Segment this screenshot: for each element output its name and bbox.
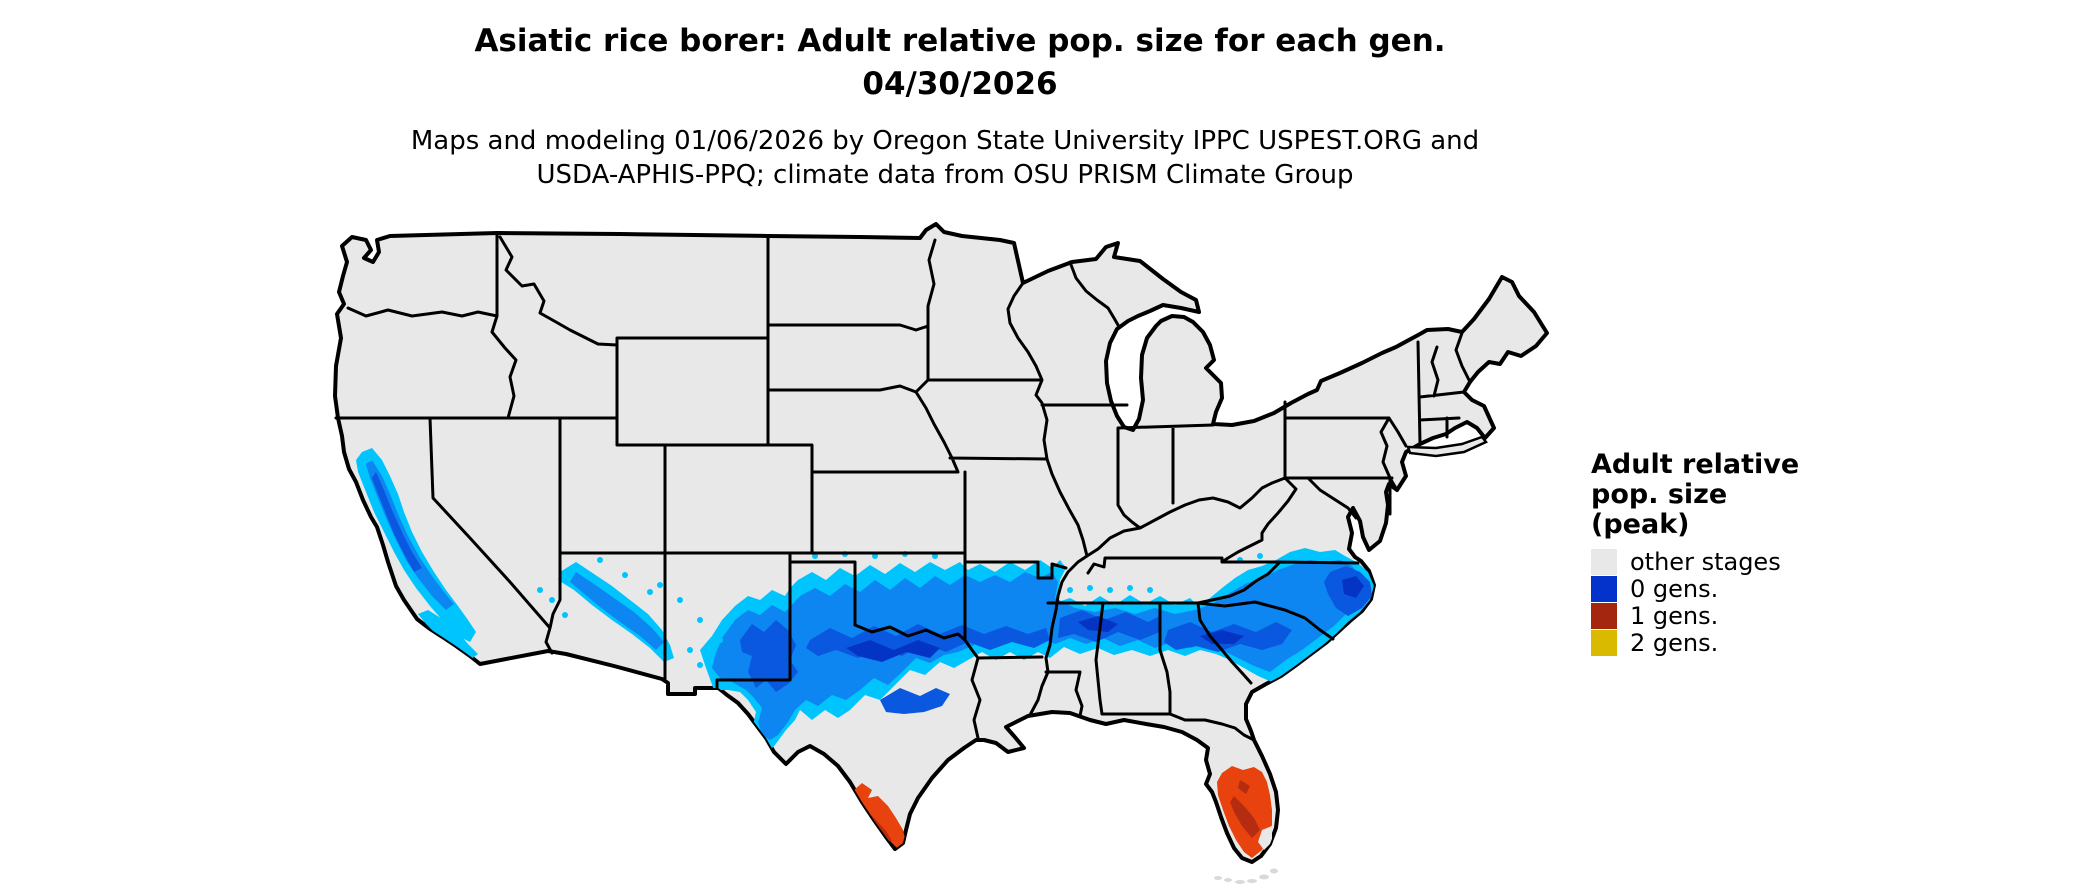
subtitle-line-1: Maps and modeling 01/06/2026 by Oregon S… [410, 126, 1480, 156]
legend: Adult relative pop. size (peak) other st… [1591, 450, 1891, 657]
subtitle-block: Maps and modeling 01/06/2026 by Oregon S… [0, 124, 1890, 192]
us-landmass [333, 222, 1549, 864]
legend-item-0-gens: 0 gens. [1591, 575, 1891, 603]
legend-label-1-gens: 1 gens. [1630, 602, 1719, 630]
state-borders [334, 231, 1472, 742]
title-block: Asiatic rice borer: Adult relative pop. … [0, 20, 1920, 106]
florida-keys [1214, 868, 1278, 884]
page-title: Asiatic rice borer: Adult relative pop. … [474, 23, 1446, 59]
legend-swatch-0-gens [1591, 576, 1617, 602]
legend-title-line-2: pop. size [1591, 479, 1728, 510]
legend-item-other-stages: other stages [1591, 548, 1891, 576]
legend-title: Adult relative pop. size (peak) [1591, 450, 1891, 540]
legend-item-1-gens: 1 gens. [1591, 602, 1891, 630]
legend-label-2-gens: 2 gens. [1630, 629, 1719, 657]
population-overlays [356, 448, 1374, 861]
legend-label-other-stages: other stages [1630, 548, 1781, 576]
long-island [1406, 435, 1488, 458]
one-gen-region-florida [1217, 766, 1272, 861]
legend-swatch-2-gens [1591, 630, 1617, 656]
legend-title-line-3: (peak) [1591, 509, 1690, 540]
legend-title-line-1: Adult relative [1591, 449, 1800, 480]
legend-item-2-gens: 2 gens. [1591, 629, 1891, 657]
subtitle-line-2: USDA-APHIS-PPQ; climate data from OSU PR… [536, 160, 1354, 190]
legend-swatch-1-gens [1591, 603, 1617, 629]
legend-label-0-gens: 0 gens. [1630, 575, 1719, 603]
one-gen-dot-yuma [544, 656, 550, 662]
title-date: 04/30/2026 [862, 66, 1058, 102]
legend-swatch-other-stages [1591, 549, 1617, 575]
